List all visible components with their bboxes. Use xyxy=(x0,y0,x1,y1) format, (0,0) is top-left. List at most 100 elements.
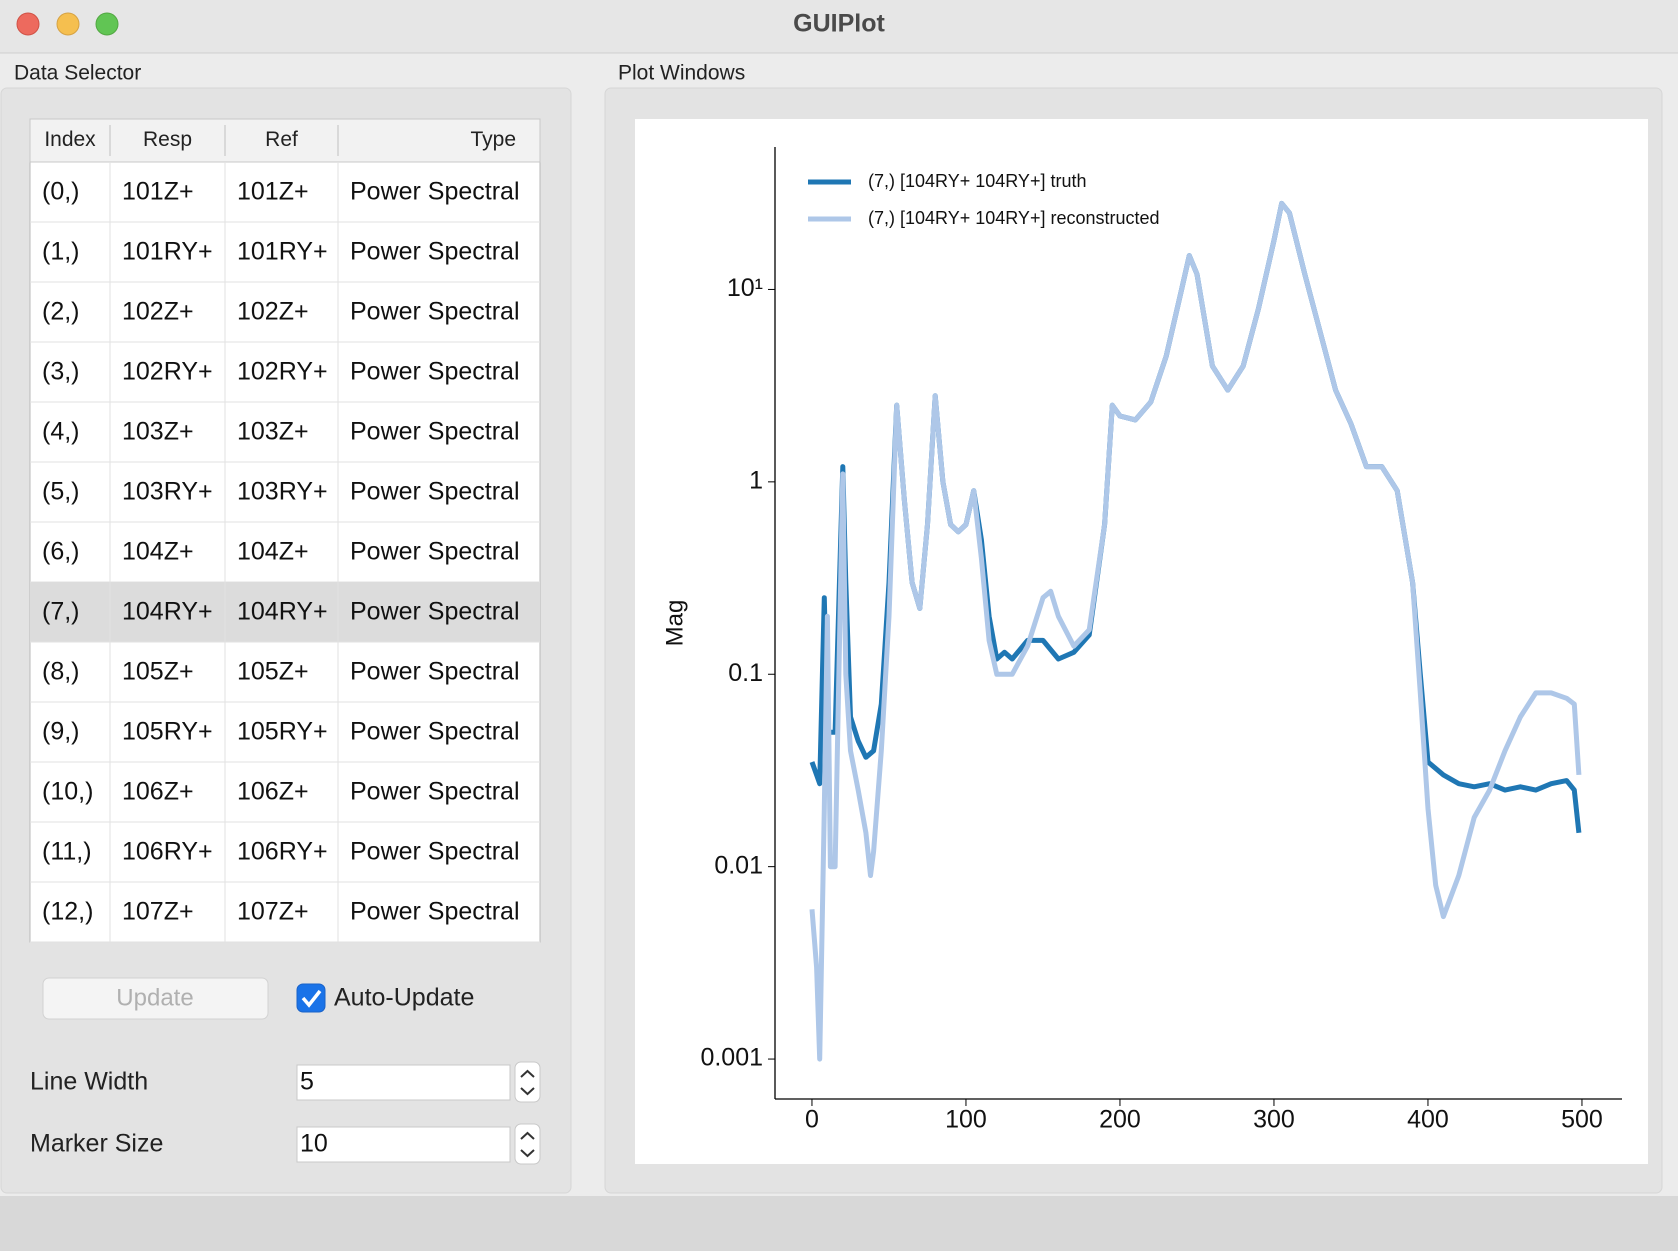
cell[interactable]: Power Spectral xyxy=(350,838,520,866)
cell[interactable]: (3,) xyxy=(42,358,80,386)
cell[interactable]: 102Z+ xyxy=(237,298,309,326)
cell[interactable]: 104Z+ xyxy=(237,538,309,566)
cell[interactable]: 107Z+ xyxy=(237,898,309,926)
table-header xyxy=(29,118,541,163)
cell[interactable]: Power Spectral xyxy=(350,598,520,626)
group-title: Data Selector xyxy=(14,62,141,85)
cell[interactable]: Power Spectral xyxy=(350,478,520,506)
x-tick-label: 500 xyxy=(1561,1106,1603,1134)
cell[interactable]: 102Z+ xyxy=(122,298,194,326)
cell[interactable]: 104Z+ xyxy=(122,538,194,566)
cell[interactable]: Power Spectral xyxy=(350,538,520,566)
cell[interactable]: (4,) xyxy=(42,418,80,446)
status-bar xyxy=(0,1196,1678,1251)
cell[interactable]: 106RY+ xyxy=(122,838,213,866)
cell[interactable]: 104RY+ xyxy=(237,598,328,626)
spin-arrows[interactable] xyxy=(514,1123,541,1165)
series-line xyxy=(809,200,1582,1062)
header-label: Resp xyxy=(143,128,192,151)
cell[interactable]: Power Spectral xyxy=(350,898,520,926)
x-tick-label: 100 xyxy=(945,1106,987,1134)
cell[interactable]: 101RY+ xyxy=(122,238,213,266)
update-button[interactable] xyxy=(42,977,269,1020)
y-tick-label: 0.1 xyxy=(728,659,763,687)
cell[interactable]: 106Z+ xyxy=(237,778,309,806)
checkbox-label: Auto-Update xyxy=(334,984,474,1012)
cell[interactable]: 106RY+ xyxy=(237,838,328,866)
x-tick-label: 200 xyxy=(1099,1106,1141,1134)
spin-icon xyxy=(520,1131,535,1158)
cell[interactable]: (11,) xyxy=(42,838,92,866)
update-label: Update xyxy=(116,984,193,1011)
cell[interactable]: (6,) xyxy=(42,538,80,566)
table: Index Resp Ref Type (0,) 101Z+ 101Z+ Power Spec… xyxy=(29,118,541,943)
cell[interactable]: 103RY+ xyxy=(122,478,213,506)
cell[interactable]: Power Spectral xyxy=(350,298,520,326)
cell[interactable]: 104RY+ xyxy=(122,598,213,626)
cell[interactable]: 101Z+ xyxy=(122,178,194,206)
selected-row xyxy=(31,582,539,642)
cell[interactable]: 101Z+ xyxy=(237,178,309,206)
cell[interactable]: 105RY+ xyxy=(237,718,328,746)
close-button[interactable] xyxy=(16,12,40,36)
y-tick-label: 10¹ xyxy=(727,274,763,302)
cell[interactable]: (5,) xyxy=(42,478,80,506)
field-label: Marker Size xyxy=(30,1130,163,1158)
cell[interactable]: Power Spectral xyxy=(350,238,520,266)
cell[interactable]: (12,) xyxy=(42,898,93,926)
header-label: Ref xyxy=(265,128,298,151)
chart: 0 100 200 300 400 500 10¹ 1 0.1 0.01 0.001 Mag (7,) … xyxy=(661,147,1622,1134)
x-tick-label: 300 xyxy=(1253,1106,1295,1134)
x-tick-label: 0 xyxy=(805,1106,819,1134)
zoom-button[interactable] xyxy=(95,12,119,36)
spin-icon xyxy=(520,1069,535,1096)
cell[interactable]: 105Z+ xyxy=(237,658,309,686)
cell[interactable]: Power Spectral xyxy=(350,718,520,746)
cell[interactable]: (9,) xyxy=(42,718,80,746)
y-tick-label: 1 xyxy=(749,466,763,494)
header-label: Index xyxy=(44,128,96,151)
cell[interactable]: 103RY+ xyxy=(237,478,328,506)
cell[interactable]: (10,) xyxy=(42,778,93,806)
cell[interactable]: Power Spectral xyxy=(350,358,520,386)
cell[interactable]: 105Z+ xyxy=(122,658,194,686)
y-axis-label: Mag xyxy=(661,600,688,647)
cell[interactable]: Power Spectral xyxy=(350,418,520,446)
cell[interactable]: Power Spectral xyxy=(350,778,520,806)
field-label: Line Width xyxy=(30,1068,148,1096)
window-title: GUIPlot xyxy=(793,10,885,38)
cell[interactable]: 105RY+ xyxy=(122,718,213,746)
spin-arrows[interactable] xyxy=(514,1061,541,1103)
cell[interactable]: 101RY+ xyxy=(237,238,328,266)
cell[interactable]: (8,) xyxy=(42,658,80,686)
spin-value: 10 xyxy=(300,1130,328,1158)
cell[interactable]: 106Z+ xyxy=(122,778,194,806)
legend-label: (7,) [104RY+ 104RY+] truth xyxy=(868,171,1086,191)
cell[interactable]: (1,) xyxy=(42,238,80,266)
cell[interactable]: 102RY+ xyxy=(237,358,328,386)
header-label: Type xyxy=(470,128,516,151)
cell[interactable]: (0,) xyxy=(42,178,80,206)
checkmark xyxy=(301,989,322,1008)
cell[interactable]: (2,) xyxy=(42,298,80,326)
cell[interactable]: 107Z+ xyxy=(122,898,194,926)
cell[interactable]: (7,) xyxy=(42,598,80,626)
plot-canvas xyxy=(635,119,1648,1164)
cell[interactable]: 103Z+ xyxy=(237,418,309,446)
spin-input[interactable] xyxy=(296,1126,511,1163)
checkbox[interactable] xyxy=(296,983,326,1013)
y-tick-label: 0.01 xyxy=(714,851,763,879)
cell[interactable]: 102RY+ xyxy=(122,358,213,386)
minimize-button[interactable] xyxy=(56,12,80,36)
y-tick-label: 0.001 xyxy=(700,1044,763,1072)
title-bar xyxy=(0,0,1678,53)
spin-input[interactable] xyxy=(296,1064,511,1101)
legend-label: (7,) [104RY+ 104RY+] reconstructed xyxy=(868,208,1160,228)
cell[interactable]: Power Spectral xyxy=(350,658,520,686)
checkbox-box xyxy=(296,983,326,1013)
cell[interactable]: Power Spectral xyxy=(350,178,520,206)
cell[interactable]: 103Z+ xyxy=(122,418,194,446)
x-tick-label: 400 xyxy=(1407,1106,1449,1134)
group-title: Plot Windows xyxy=(618,62,745,85)
